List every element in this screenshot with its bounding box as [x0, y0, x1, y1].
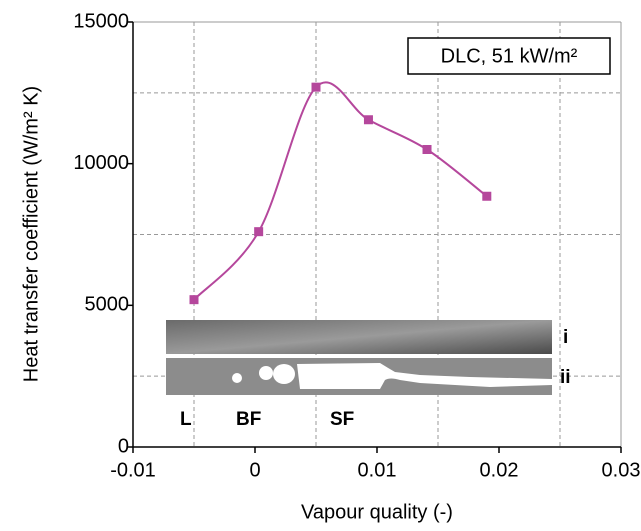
- photo-strip: [166, 320, 552, 354]
- image-label: SF: [330, 409, 354, 430]
- x-tick-label: -0.01: [110, 459, 156, 481]
- y-axis-label: Heat transfer coefficient (W/m² K): [20, 86, 42, 382]
- image-label: L: [180, 409, 192, 430]
- x-axis-label: Vapour quality (-): [301, 501, 453, 523]
- x-tick-label: 0.02: [480, 459, 519, 481]
- data-point: [311, 82, 321, 92]
- data-point: [482, 191, 492, 201]
- sketch-strip: [166, 358, 552, 395]
- image-label: BF: [236, 409, 261, 430]
- data-point: [363, 115, 373, 125]
- series-line: [193, 81, 488, 301]
- y-tick-label: 15000: [73, 10, 129, 32]
- data-point: [422, 145, 432, 154]
- y-tick-label: 0: [118, 435, 129, 457]
- image-label: ii: [560, 367, 571, 388]
- data-point: [189, 295, 199, 305]
- data-point: [254, 227, 264, 237]
- x-tick-label: 0.01: [358, 459, 397, 481]
- y-tick-label: 10000: [73, 152, 129, 174]
- image-label: i: [563, 327, 568, 348]
- x-tick-label: 0.03: [602, 459, 641, 481]
- y-tick-label: 5000: [85, 294, 130, 316]
- annotation: DLC, 51 kW/m²: [441, 45, 578, 67]
- annotation-box: [407, 37, 611, 75]
- x-tick-label: 0: [249, 459, 260, 481]
